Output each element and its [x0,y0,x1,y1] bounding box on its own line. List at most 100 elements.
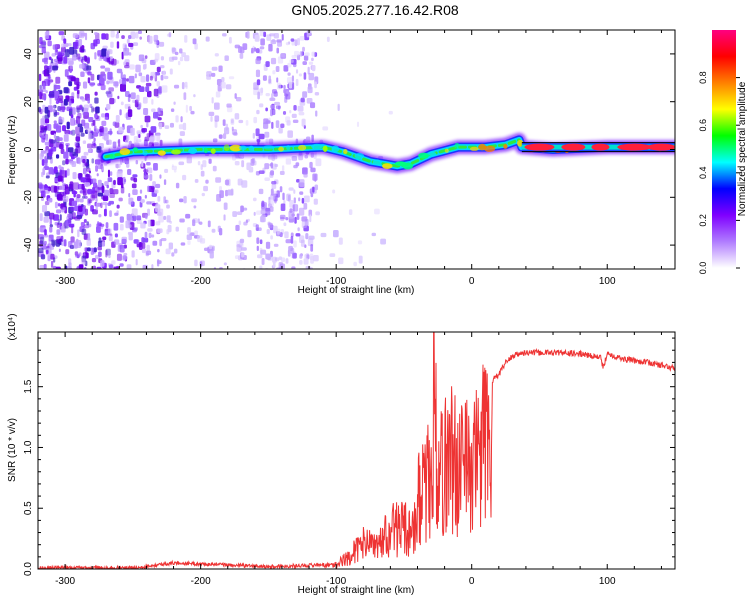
spectrogram-speckle [89,82,96,86]
spectrogram-speckle [276,47,280,54]
spectrogram-speckle [58,95,64,104]
spectrogram-speckle [250,158,255,166]
spectrogram-speckle [93,137,96,142]
spectrogram-speckle [61,43,65,49]
spectrogram-speckle [154,72,161,76]
spectrogram-speckle [43,187,50,194]
spectrogram-speckle [105,50,110,58]
spectrogram-speckle [83,247,87,252]
spectrogram-speckle [276,228,281,235]
spectrogram-speckle [75,126,81,135]
spectrogram-speckle [166,199,169,204]
spectrogram-speckle [53,120,57,124]
spectrogram-speckle [105,248,111,256]
spectrogram-speckle [275,105,281,109]
spectrogram-speckle [121,236,128,243]
spectrogram-speckle [106,80,110,85]
spectrogram-speckle [180,242,186,246]
spectrogram-speckle [74,77,80,85]
spectrogram-speckle [92,182,98,188]
spectrogram-speckle [128,193,131,198]
spectrogram-speckle [98,251,102,258]
spectrogram-speckle [145,74,150,82]
spectrogram-speckle [88,132,92,140]
spectrogram-speckle [67,265,72,269]
spectrogram-speckle [128,52,132,56]
spectrogram-speckle [88,117,94,123]
spectrogram-speckle [44,78,51,87]
spectrogram-speckle [58,31,65,36]
spectrogram-speckle [136,130,142,135]
spectrogram-speckle [263,122,269,129]
spectrogram-speckle [257,91,260,100]
spectrogram-speckle [258,268,262,269]
spectrogram-speckle [273,32,279,39]
spectrogram-speckle [38,182,43,189]
spectrogram-speckle [374,208,380,215]
spectrogram-speckle [93,39,98,47]
spectrogram-speckle [289,109,292,114]
spectrogram-speckle [295,78,299,87]
spectrogram-speckle [157,211,162,216]
spectrogram-speckle [315,158,322,167]
spectrogram-speckle [86,238,91,246]
spectrogram-speckle [311,57,314,62]
spectrogram-speckle [108,235,113,242]
spectrogram-speckle [166,204,170,209]
spectrogram-speckle [119,109,122,116]
spectrogram-speckle [128,42,134,47]
spectrogram-speckle [109,210,112,217]
spectrogram-speckle [261,258,265,265]
snr-y-axis-label: SNR (10 * v/v) [7,418,18,482]
spectrogram-speckle [132,189,138,196]
spectrogram-speckle [234,113,240,120]
spectrogram-speckle [200,164,203,171]
spectrogram-speckle [276,77,279,83]
colorbar-tick-label: 0.8 [698,71,708,84]
y-tick-label: 1.0 [23,440,34,454]
spectrogram-speckle [284,231,289,239]
spectrogram-speckle [107,169,111,178]
spectrogram-speckle [278,127,283,134]
snr-series-line [38,332,675,569]
spectrogram-speckle [50,253,55,260]
spectrogram-speckle [84,162,88,166]
spectrogram-speckle [139,36,142,40]
spectrogram-speckle [130,31,136,39]
colorbar-label: Normalized spectral amplitude [737,81,748,216]
spectrogram-speckle [130,127,135,136]
spectrogram-speckle [121,77,127,85]
spectrogram-speckle [47,198,53,203]
spectrogram-speckle [120,183,124,189]
spectrogram-speckle [125,220,131,229]
spectrogram-speckle [175,226,179,232]
spectrogram-speckle [281,33,284,41]
spectrogram-speckle [158,86,162,94]
spectrogram-speckle [107,93,113,98]
spectrogram-speckle [255,170,260,176]
ridge-blob [343,148,348,155]
spectrogram-speckle [266,34,272,41]
spectrogram-speckle [43,263,47,269]
spectrogram-speckle [156,80,160,87]
spectrogram-speckle [159,108,163,113]
spectrogram-speckle [225,84,232,90]
spectrogram-speckle [68,58,74,66]
spectrogram-speckle [39,213,43,222]
spectrogram-speckle [118,126,124,134]
spectrogram-speckle [285,217,289,221]
spectrogram-speckle [314,81,317,89]
spectrogram-speckle [239,238,245,244]
spectrogram-speckle [65,220,69,227]
spectrogram-speckle [134,73,137,79]
spectrogram-speckle [296,213,300,220]
y-tick-label: 0.0 [23,562,34,576]
tone-peak [561,143,586,151]
spectrogram-speckle [56,193,63,200]
spectrogram-speckle [38,234,44,240]
spectrogram-speckle [290,232,294,238]
spectrogram-speckle [60,235,64,242]
spectrogram-speckle [109,97,115,105]
snr-frame [37,331,676,570]
spectrogram-speckle [271,39,276,43]
